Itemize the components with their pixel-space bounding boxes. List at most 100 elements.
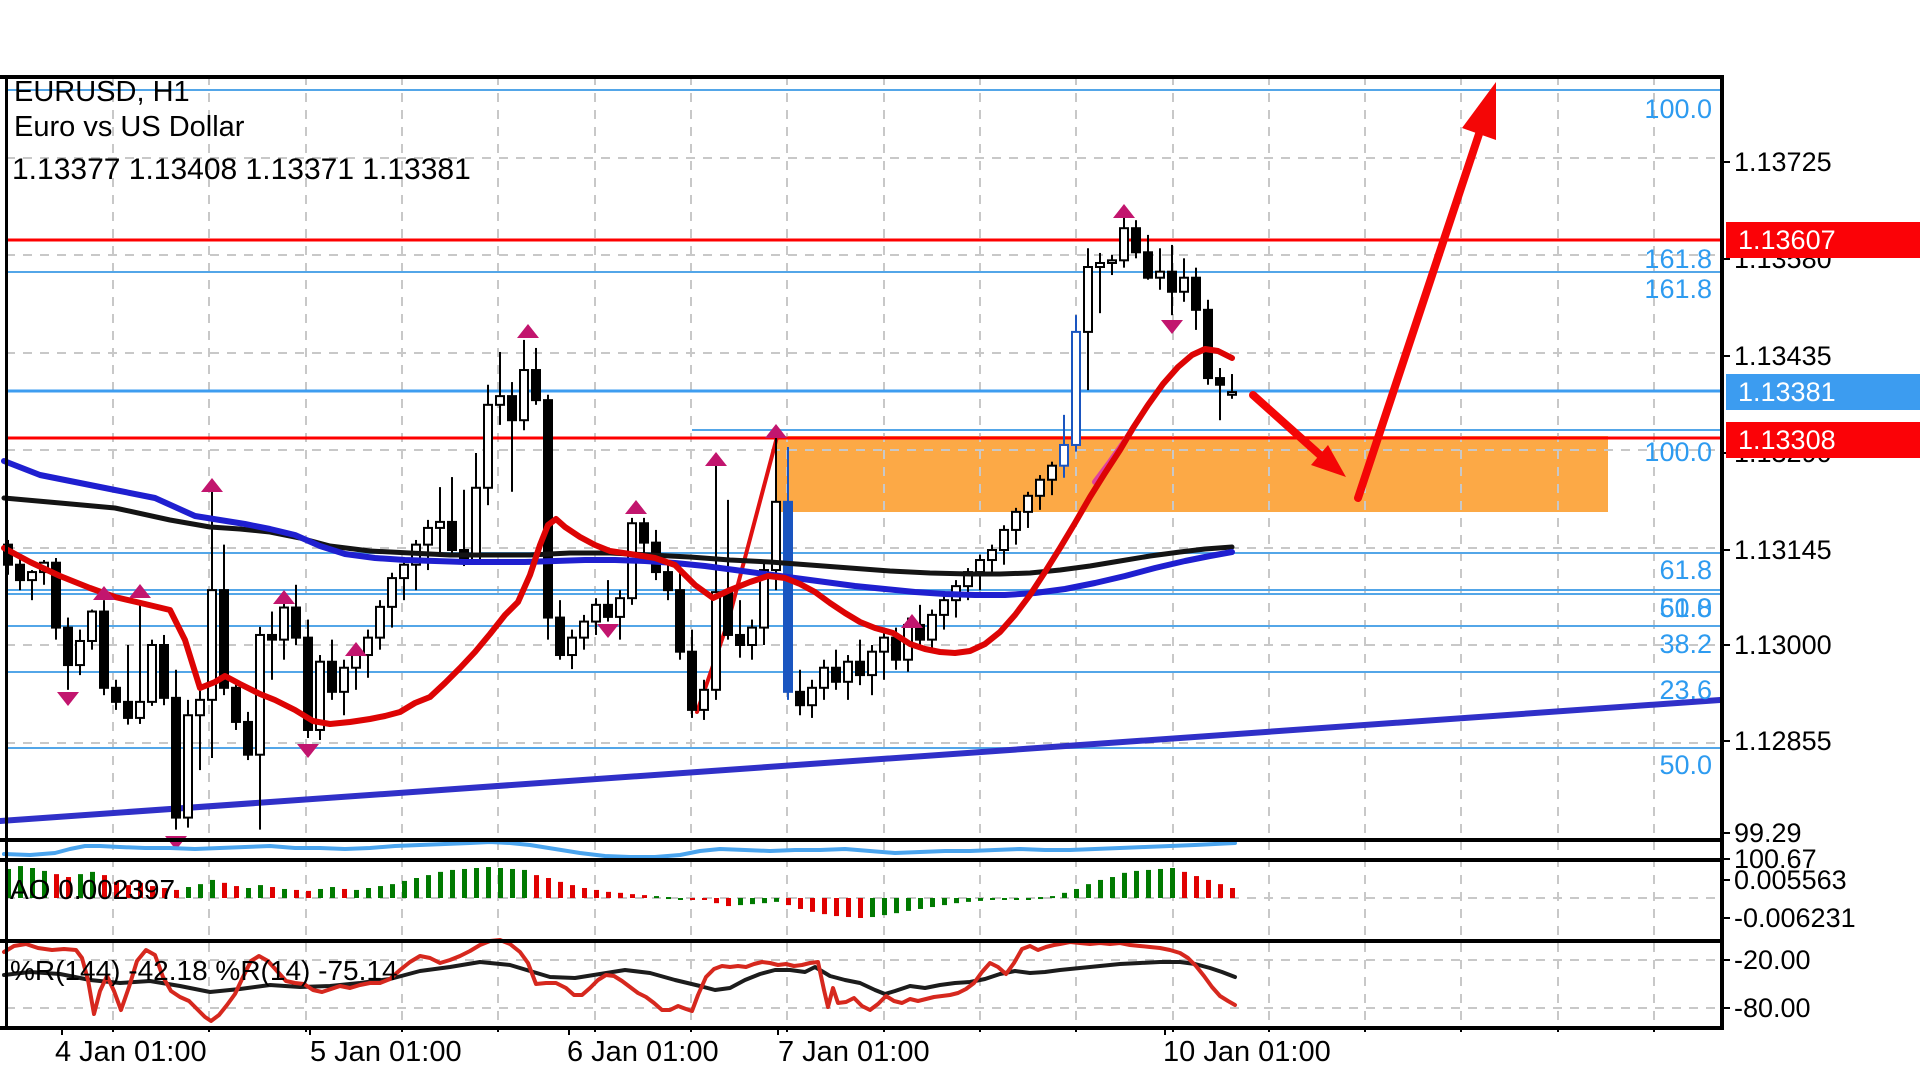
ao-histogram-bar <box>270 887 275 898</box>
pullback-arrow-head-icon <box>1311 445 1346 477</box>
projection-arrow-shaft <box>1354 130 1483 502</box>
candle-body <box>375 605 385 639</box>
candle-body <box>1095 261 1105 269</box>
candle-body <box>1023 494 1033 513</box>
candle-body <box>1167 270 1177 293</box>
wpr144-black-line <box>2 960 1237 996</box>
ao-histogram-bar <box>618 892 623 898</box>
fractal-up-arrow-icon <box>517 324 539 338</box>
time-axis-label: 4 Jan 01:00 <box>55 1036 207 1068</box>
ao-histogram-bar <box>918 898 923 909</box>
candle-body <box>591 603 601 623</box>
candle-body <box>1143 251 1153 279</box>
supply-zone-rectangle <box>776 436 1608 512</box>
price-axis-label: 1.13725 <box>1734 147 1832 177</box>
candle-body <box>111 686 121 703</box>
ao-histogram-bar <box>1002 898 1007 900</box>
ao-histogram-bar <box>1170 868 1175 898</box>
fib-label: 100.0 <box>1644 94 1712 124</box>
candle-body <box>927 613 937 641</box>
candle-body <box>603 603 613 618</box>
candle-body <box>747 626 757 646</box>
ao-histogram-bar <box>378 886 383 898</box>
ao-histogram-bar <box>222 882 227 898</box>
ao-histogram-bar <box>498 868 503 898</box>
candle-body <box>759 569 769 629</box>
candle-body <box>639 522 649 544</box>
symbol-timeframe-label: EURUSD, H1 <box>14 76 190 108</box>
ao-histogram-bar <box>42 870 47 898</box>
fib-label: 100.0 <box>1644 437 1712 467</box>
ao-histogram-bar <box>702 898 707 900</box>
ao-histogram-bar <box>1122 872 1127 898</box>
price-axis-label: -20.00 <box>1734 945 1811 975</box>
ao-histogram-bar <box>282 888 287 898</box>
candle-body <box>99 610 109 689</box>
candle-body <box>843 660 853 683</box>
ao-histogram-bar <box>234 886 239 898</box>
candle-body <box>159 643 169 699</box>
ao-histogram-bar <box>1182 871 1187 898</box>
candle-body <box>135 700 145 719</box>
candle-body <box>207 589 217 701</box>
ao-histogram-bar <box>258 885 263 898</box>
panel-separator <box>0 1026 1724 1030</box>
candle-body <box>519 369 529 422</box>
candle-body <box>795 690 805 707</box>
ao-histogram-bar <box>798 898 803 909</box>
ascending-trendline <box>0 697 1723 824</box>
candle-body <box>567 636 577 657</box>
ao-histogram-bar <box>1026 898 1031 900</box>
pullback-arrow-shaft <box>1249 391 1324 459</box>
ao-histogram-bar <box>174 889 179 898</box>
candle-body <box>807 686 817 707</box>
ao-histogram-bar <box>354 889 359 898</box>
ao-indicator-label: AO 0.002397 <box>10 874 176 905</box>
ao-histogram-bar <box>1098 879 1103 898</box>
candle-body <box>1083 266 1093 333</box>
candle-body <box>1203 308 1213 380</box>
ao-histogram-bar <box>666 897 671 900</box>
ao-histogram-bar <box>882 898 887 916</box>
candle-body <box>1179 276 1189 293</box>
ao-histogram-bar <box>1014 898 1019 900</box>
wpr-indicator-label: %R(144) -42.18 %R(14) -75.14 <box>10 955 398 986</box>
candle-body <box>495 395 505 406</box>
panel-separator <box>0 838 1724 842</box>
ao-histogram-bar <box>102 875 107 898</box>
price-axis-label: 1.13145 <box>1734 535 1832 565</box>
candle-body <box>267 633 277 641</box>
candle-body <box>279 606 289 641</box>
ao-histogram-bar <box>1158 868 1163 898</box>
ohlc-readout: 1.13377 1.13408 1.13371 1.13381 <box>12 153 471 186</box>
candle-body <box>51 561 61 629</box>
ao-histogram-bar <box>78 874 83 898</box>
ao-histogram-bar <box>594 889 599 898</box>
fib-label: 61.8 <box>1659 593 1712 623</box>
ao-histogram-bar <box>1074 888 1079 898</box>
candle-body <box>195 698 205 717</box>
ma-blue-line <box>1 458 1235 598</box>
price-axis-label: 99.29 <box>1734 818 1802 848</box>
candle-body <box>27 571 37 582</box>
candle-body <box>387 577 397 608</box>
ao-histogram-bar <box>1062 892 1067 898</box>
candle-body <box>423 526 433 546</box>
ao-histogram-bar <box>66 877 71 898</box>
ao-histogram-bar <box>690 898 695 900</box>
ao-histogram-bar <box>126 885 131 898</box>
ao-histogram-bar <box>318 888 323 898</box>
ao-histogram-bar <box>630 894 635 898</box>
price-axis-label: -80.00 <box>1734 993 1811 1023</box>
ao-histogram-bar <box>210 879 215 898</box>
candle-body <box>1059 443 1069 467</box>
price-axis-label: 1.12855 <box>1734 726 1832 756</box>
ao-histogram-bar <box>546 878 551 898</box>
fib-label: 161.8 <box>1644 244 1712 274</box>
candle-body <box>471 486 481 562</box>
ao-histogram-bar <box>582 888 587 898</box>
time-axis-label: 6 Jan 01:00 <box>567 1036 719 1068</box>
candle-body <box>75 639 85 667</box>
fib-label: 61.8 <box>1659 555 1712 585</box>
